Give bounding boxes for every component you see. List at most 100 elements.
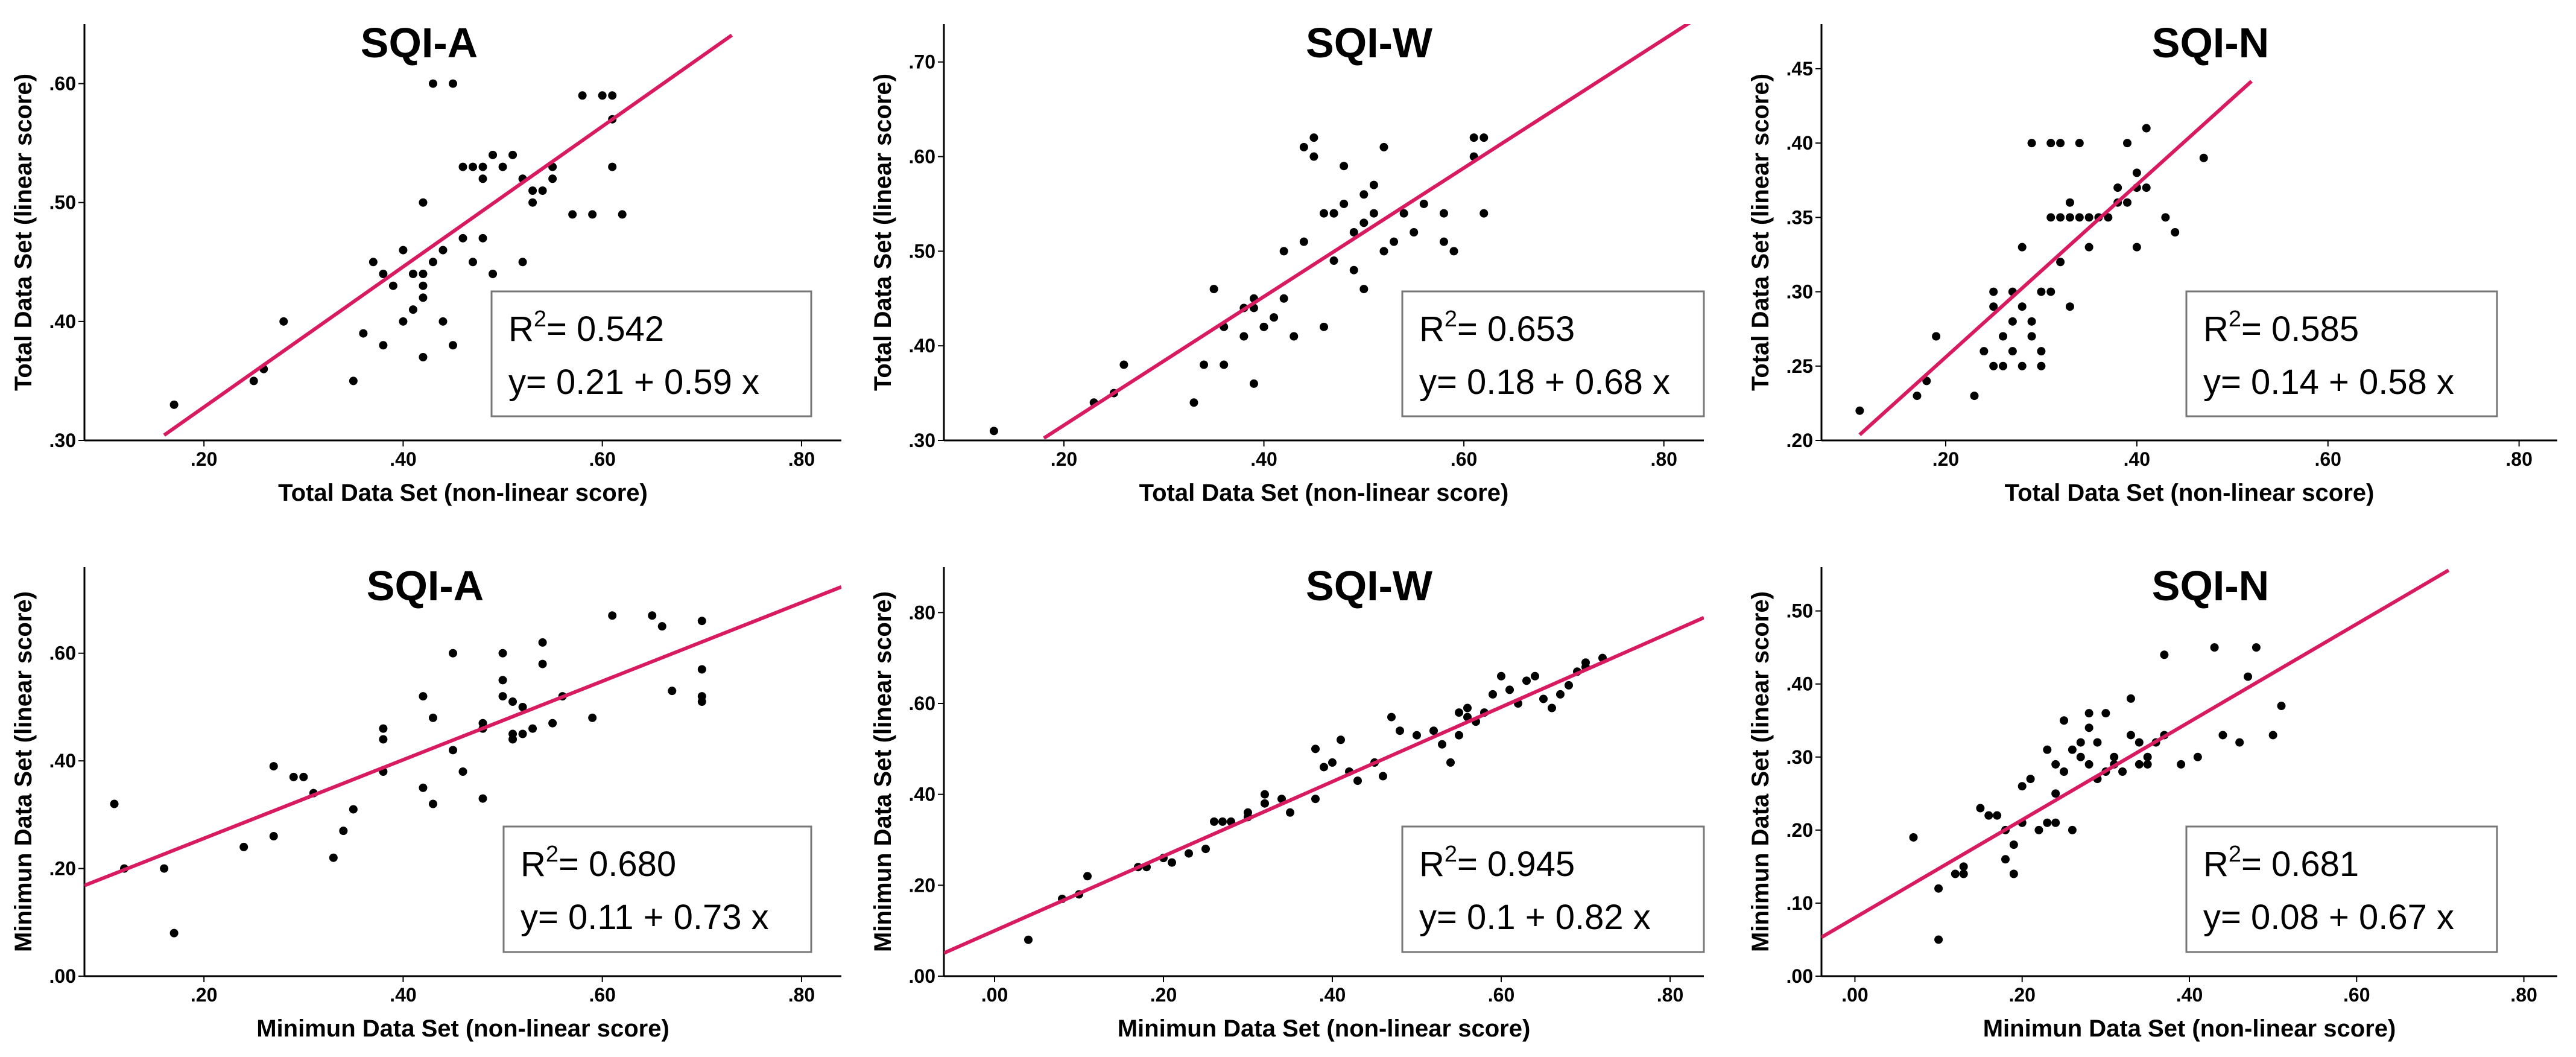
x-tick-label: .60 (1451, 448, 1477, 470)
data-point (2123, 198, 2132, 207)
x-tick-label: .20 (191, 448, 217, 470)
data-point (618, 210, 627, 219)
data-point (2132, 243, 2141, 252)
r-squared-value: = 0.945 (1457, 845, 1575, 884)
regression-equation: y= 0.11 + 0.73 x (521, 898, 769, 937)
data-point (2277, 702, 2286, 711)
data-point (2142, 183, 2151, 192)
data-point (2060, 767, 2069, 776)
data-point (339, 827, 348, 836)
data-point (2043, 745, 2052, 754)
data-point (1970, 392, 1979, 401)
data-point (2084, 709, 2093, 718)
data-point (1989, 287, 1998, 296)
data-point (2037, 287, 2046, 296)
scatter-panel-sqi-a-minimum: .20 .40 .60 .80 .00 .20 .40 .60 SQI-A Minimun Dat… (10, 562, 841, 1042)
data-point (1200, 360, 1209, 369)
data-point (359, 329, 368, 338)
data-point (458, 162, 467, 171)
data-point (349, 376, 358, 386)
data-point (1439, 237, 1448, 246)
y-tick-label: .40 (49, 750, 76, 772)
data-point (2101, 709, 2110, 718)
data-point (608, 611, 617, 620)
scatter-panel-sqi-w-minimum: .00 .20 .40 .60 .80 .00 .20 .40 .60 .80 SQI-W Minim… (870, 562, 1705, 1042)
data-point (1932, 332, 1941, 341)
data-point (1999, 332, 2008, 341)
data-point (2009, 869, 2018, 878)
fit-line (1043, 24, 1691, 440)
data-point (1218, 817, 1227, 826)
data-point (249, 376, 258, 386)
data-point (2193, 752, 2202, 761)
regression-equation: y= 0.21 + 0.59 x (508, 363, 759, 402)
data-point (2075, 139, 2084, 148)
x-tick-label: .20 (1150, 984, 1177, 1006)
data-point (1449, 247, 1458, 256)
data-point (419, 353, 428, 361)
data-point (528, 198, 537, 207)
r-squared-text: R2= 0.653 (1419, 306, 1575, 349)
data-point (448, 79, 457, 88)
x-tick-label: .40 (2124, 448, 2150, 470)
fit-line (944, 616, 1704, 955)
data-point (2104, 213, 2113, 222)
data-point (1379, 247, 1388, 256)
data-point (1439, 209, 1448, 218)
data-point (2017, 361, 2027, 370)
y-tick-label: .00 (909, 965, 935, 987)
data-point (1934, 884, 1943, 893)
data-point (538, 638, 547, 647)
data-point (2017, 243, 2027, 252)
data-point (1309, 152, 1318, 161)
data-point (2017, 302, 2027, 311)
r-squared-value: = 0.680 (559, 845, 676, 884)
panel-title: SQI-N (2152, 19, 2269, 66)
data-point (498, 692, 507, 701)
data-point (578, 91, 587, 100)
data-point (2118, 767, 2127, 776)
data-point (2123, 139, 2132, 148)
y-tick-label: .40 (909, 335, 935, 357)
r-squared-text: R2= 0.542 (508, 306, 664, 349)
y-tick-label: .20 (909, 874, 935, 896)
data-point (349, 805, 358, 814)
y-tick-label: .80 (909, 602, 935, 623)
x-axis-label: Total Data Set (non-linear score) (1139, 480, 1509, 506)
fit-line (1821, 568, 2450, 939)
data-point (2027, 332, 2036, 341)
data-point (419, 198, 428, 207)
data-point (428, 79, 437, 88)
data-point (1469, 133, 1478, 142)
data-point (1083, 872, 1092, 881)
data-point (1279, 294, 1288, 303)
data-point (269, 762, 278, 771)
data-point (1369, 209, 1378, 218)
r-squared-symbol: R (1419, 845, 1445, 884)
y-tick-label: .40 (1786, 673, 1813, 695)
data-point (1320, 209, 1328, 218)
data-point (508, 697, 517, 706)
data-point (1353, 776, 1362, 786)
x-axis-label: Total Data Set (non-linear score) (2005, 480, 2375, 506)
data-point (1479, 133, 1489, 142)
data-point (2126, 694, 2135, 703)
data-point (379, 341, 388, 350)
data-point (2177, 760, 2186, 769)
data-point (1989, 361, 1998, 370)
stats-box (2185, 825, 2498, 953)
data-point (508, 150, 517, 159)
r-squared-value: = 0.653 (1457, 309, 1575, 349)
x-tick-label: .80 (2510, 984, 2537, 1006)
y-tick-label: .60 (49, 73, 76, 95)
data-point (1168, 858, 1176, 867)
data-point (538, 186, 547, 195)
data-point (1277, 795, 1286, 804)
data-point (2051, 789, 2060, 798)
data-point (110, 799, 119, 808)
y-tick-label: .20 (1786, 819, 1813, 841)
data-point (588, 210, 597, 219)
regression-equation: y= 0.08 + 0.67 x (2203, 898, 2454, 937)
data-point (1359, 190, 1369, 199)
